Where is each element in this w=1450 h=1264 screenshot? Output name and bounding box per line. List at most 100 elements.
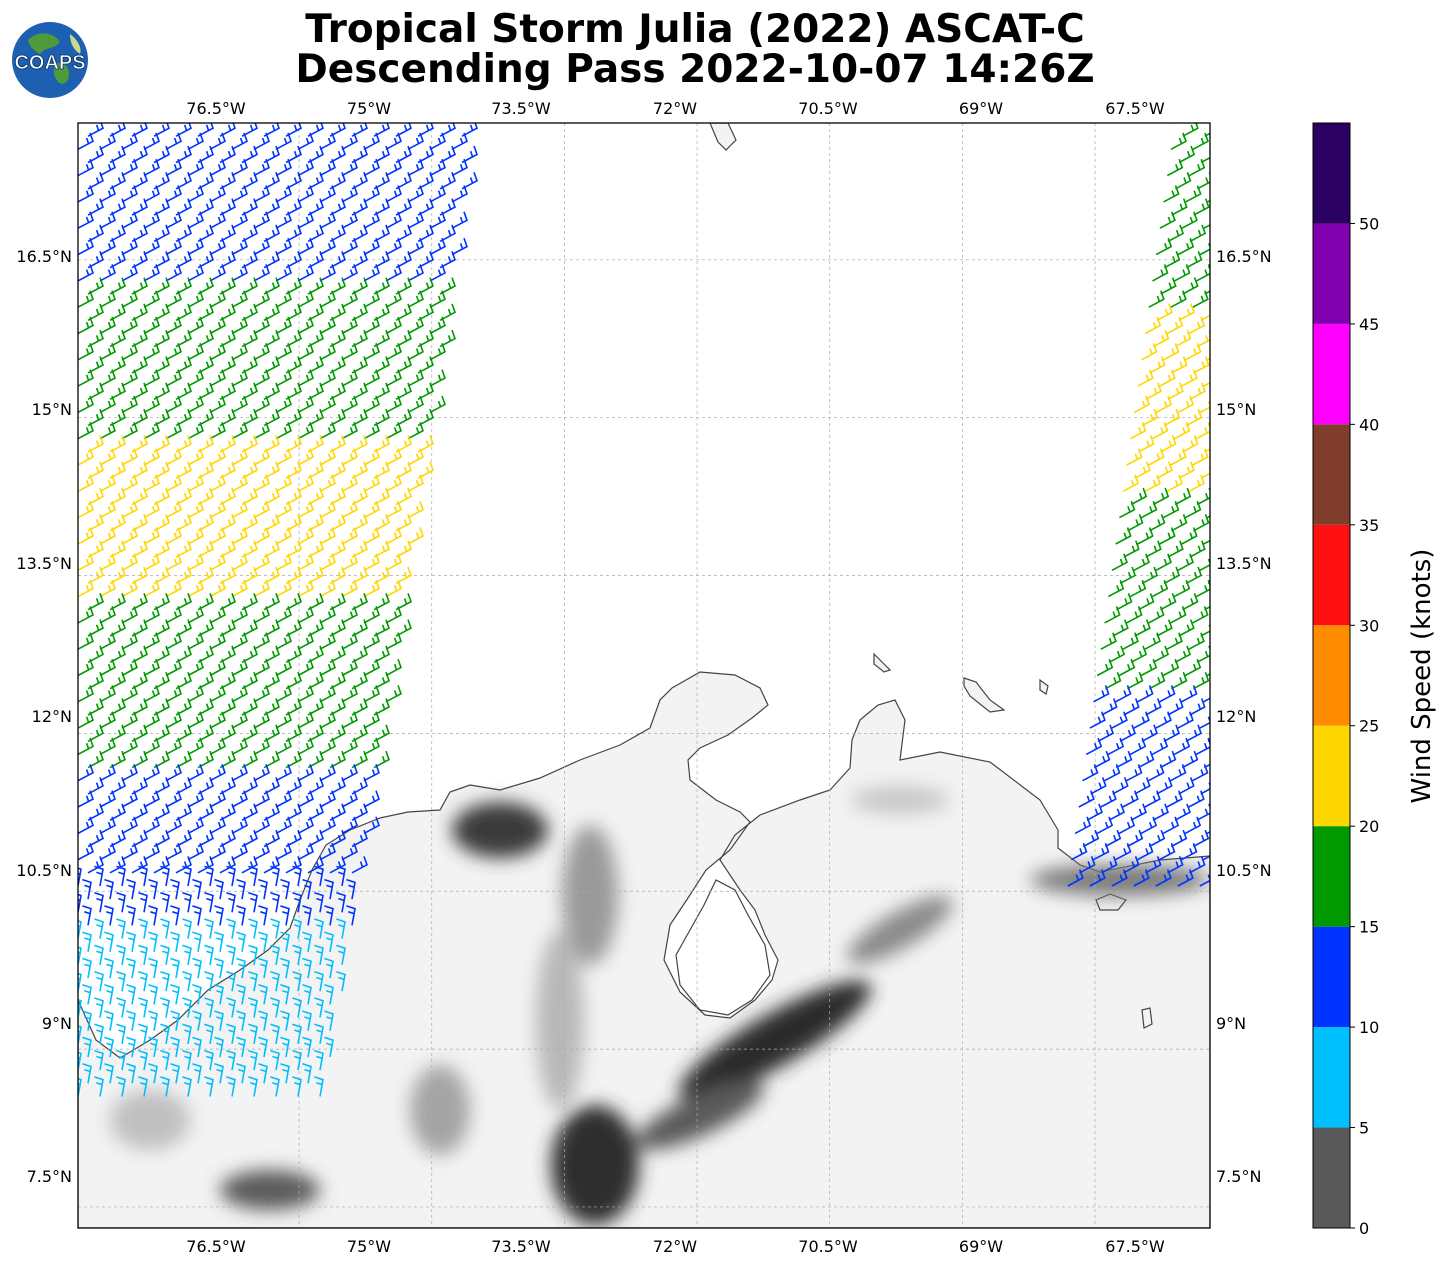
wind-barb	[263, 277, 280, 295]
wind-barb	[121, 632, 138, 650]
wind-barb	[121, 316, 138, 335]
wind-barb	[204, 918, 214, 939]
wind-barb	[87, 514, 104, 532]
logo-text: COAPS	[14, 52, 85, 74]
wind-barb	[187, 422, 204, 440]
wind-barb	[78, 158, 94, 177]
wind-barb	[253, 632, 270, 650]
wind-barb	[363, 237, 380, 256]
wind-barb	[241, 251, 258, 269]
wind-barb	[373, 566, 390, 585]
wind-barb	[336, 918, 346, 939]
wind-barb	[429, 316, 446, 335]
wind-barb	[219, 224, 236, 243]
wind-barb	[1104, 764, 1121, 782]
wind-barb	[341, 211, 358, 229]
wind-barb	[320, 123, 322, 124]
wind-barb	[292, 944, 302, 966]
wind-barb	[109, 487, 126, 506]
wind-barb	[1182, 277, 1199, 295]
wind-barb	[1182, 123, 1199, 137]
wind-barb	[314, 1049, 324, 1071]
wind-barb	[275, 685, 292, 703]
wind-barb	[148, 1010, 158, 1031]
wind-barb	[329, 698, 346, 716]
wind-barb	[385, 395, 402, 414]
wind-barb	[314, 997, 324, 1018]
wind-barb	[99, 395, 116, 414]
wind-barb	[341, 132, 358, 151]
wind-barb	[192, 931, 202, 952]
lon-tick-top: 70.5°W	[798, 99, 858, 118]
wind-barb	[253, 711, 270, 729]
wind-barb	[341, 343, 358, 361]
wind-barb	[385, 500, 402, 519]
wind-barb	[1141, 500, 1158, 519]
lon-tick-top: 73.5°W	[491, 99, 551, 118]
wind-barb	[1148, 606, 1165, 624]
wind-barb	[314, 1076, 324, 1097]
wind-barb	[78, 185, 94, 203]
wind-barb	[297, 500, 314, 519]
wind-barb	[275, 158, 292, 177]
wind-barb	[153, 645, 170, 664]
wind-barb	[395, 277, 412, 295]
wind-barb	[78, 211, 94, 229]
wind-barb	[197, 514, 214, 532]
wind-barb	[226, 970, 236, 992]
wind-barb	[417, 382, 434, 401]
wind-barb	[236, 1010, 246, 1031]
wind-barb	[121, 500, 138, 519]
wind-barb	[341, 737, 358, 756]
wind-barb	[99, 448, 116, 466]
wind-barb	[170, 905, 180, 926]
colorbar-tick-label: 30	[1359, 616, 1379, 635]
wind-barb	[187, 842, 204, 861]
wind-barb	[319, 658, 336, 677]
wind-barb	[329, 172, 346, 190]
wind-barb	[197, 277, 214, 295]
wind-barb	[385, 158, 402, 177]
wind-barb	[439, 277, 456, 295]
wind-barb	[1126, 829, 1144, 848]
wind-barb	[87, 593, 104, 611]
wind-barb	[407, 237, 424, 256]
wind-barb	[385, 448, 402, 466]
wind-barb	[219, 329, 236, 348]
wind-barb	[121, 290, 138, 308]
wind-barb	[187, 632, 204, 650]
wind-barb	[1160, 593, 1177, 611]
wind-barb	[307, 408, 324, 427]
wind-barb	[280, 984, 290, 1005]
wind-barb	[417, 172, 434, 190]
wind-barb	[302, 1036, 312, 1058]
wind-barb	[126, 905, 136, 926]
wind-barb	[148, 1036, 158, 1058]
wind-barb	[297, 185, 314, 203]
wind-barb	[116, 944, 126, 966]
wind-barb	[219, 172, 236, 190]
wind-barb	[209, 395, 226, 414]
wind-barb	[104, 905, 114, 926]
wind-barb	[197, 803, 214, 821]
wind-barb	[429, 132, 446, 151]
wind-barb	[1119, 724, 1136, 743]
wind-barb	[165, 237, 182, 256]
wind-barb	[351, 750, 368, 769]
wind-barb	[143, 290, 160, 308]
wind-barb	[204, 1023, 214, 1044]
wind-barb	[175, 277, 192, 295]
wind-barb	[263, 540, 280, 558]
wind-barb	[121, 842, 138, 861]
wind-barb	[241, 593, 258, 611]
wind-barb	[231, 632, 248, 650]
wind-barb	[341, 185, 358, 203]
wind-barb	[1155, 395, 1173, 414]
wind-barb	[231, 395, 248, 414]
wind-barb	[336, 891, 346, 913]
wind-barb	[99, 658, 116, 677]
wind-barb	[1167, 382, 1184, 401]
wind-barb	[175, 619, 192, 637]
wind-barb	[1171, 514, 1188, 532]
wind-barb	[121, 474, 138, 493]
